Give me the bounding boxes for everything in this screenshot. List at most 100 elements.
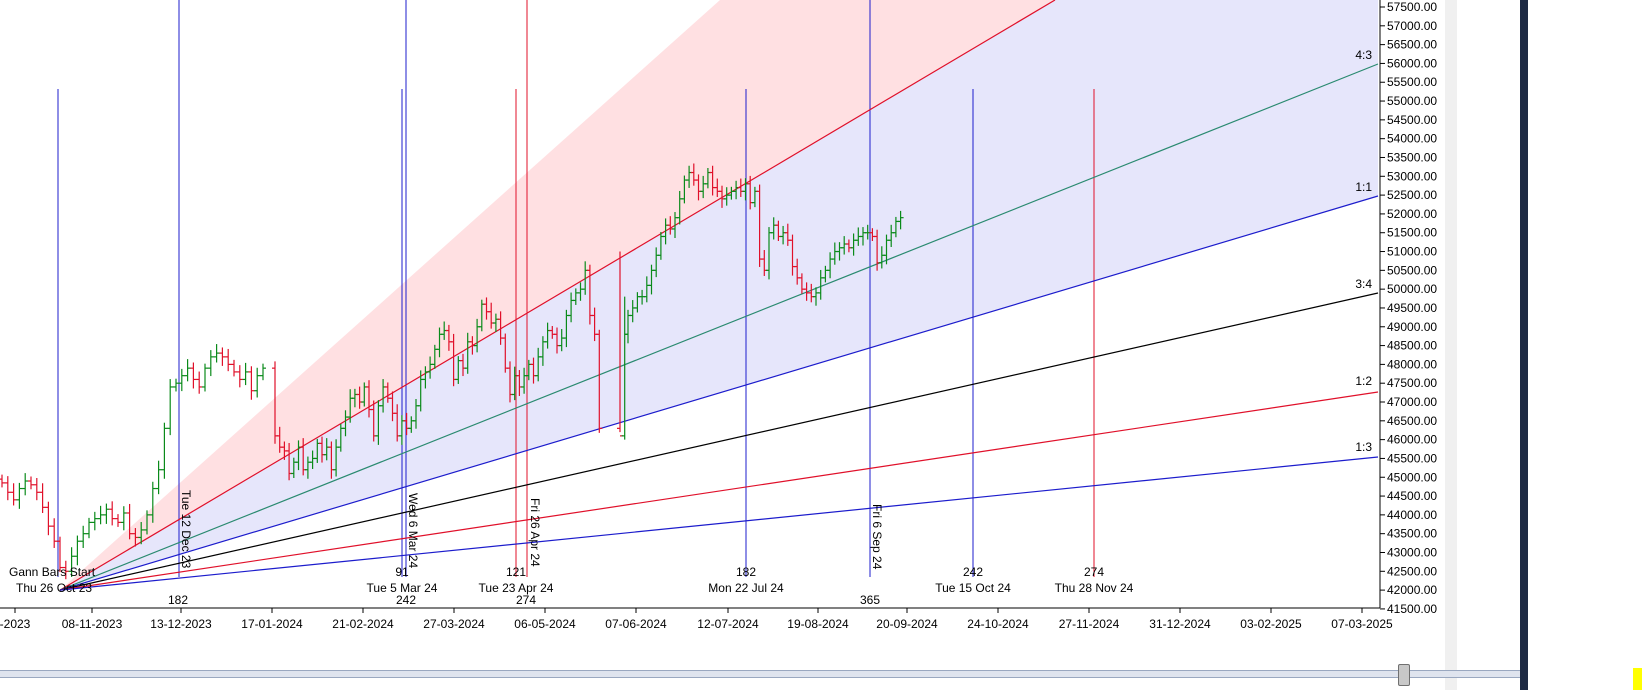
date-line-label: Wed 6 Mar 24 [406, 493, 420, 568]
y-tick-label: 52000.00 [1387, 207, 1437, 221]
price-bar [97, 505, 104, 525]
price-bar [231, 359, 237, 377]
price-bar [57, 536, 63, 573]
y-tick-label: 46500.00 [1387, 414, 1437, 428]
window-border [1520, 0, 1528, 690]
y-tick-label: 55500.00 [1387, 75, 1437, 89]
x-tick-label: 27-11-2024 [1059, 617, 1120, 631]
cycle-date-label: Tue 15 Oct 24 [935, 581, 1011, 595]
y-tick-label: 43500.00 [1387, 527, 1437, 541]
price-bar [167, 379, 174, 436]
y-tick-label: 47000.00 [1387, 395, 1437, 409]
y-tick-label: 53000.00 [1387, 169, 1437, 183]
y-tick-label: 48000.00 [1387, 357, 1437, 371]
y-tick-label: 54000.00 [1387, 132, 1437, 146]
price-bar [80, 525, 87, 548]
x-tick-label: 08-11-2023 [62, 617, 123, 631]
y-tick-label: 46000.00 [1387, 433, 1437, 447]
y-tick-label: 43000.00 [1387, 545, 1437, 559]
fan-ratio-label: 1:2 [1355, 374, 1372, 388]
chart-area[interactable]: Gann Bars Start Thu 26 Oct 23 91 Tue 5 Mar … [0, 0, 1445, 690]
price-bar [51, 518, 58, 548]
scrollbar-thumb[interactable] [1398, 664, 1410, 686]
price-bar [196, 371, 203, 394]
date-line-label: Fri 6 Sep 24 [870, 504, 884, 570]
x-tick-label: 17-01-2024 [241, 617, 303, 631]
x-tick-label: 03-02-2025 [1240, 617, 1302, 631]
price-bar [242, 362, 249, 386]
fan-line [59, 292, 1379, 591]
price-bar [596, 329, 603, 433]
fan-zone-fill-lower [60, 0, 1378, 591]
x-tick-label: 12-07-2024 [697, 617, 759, 631]
y-tick-label: 56500.00 [1387, 38, 1437, 52]
price-bar [225, 348, 232, 372]
price-bar [109, 501, 116, 526]
price-bar [45, 501, 52, 536]
horizontal-scrollbar[interactable] [0, 670, 1520, 678]
window-margin [1528, 0, 1642, 690]
fan-line [59, 195, 1379, 591]
cycle-date-label: Mon 22 Jul 24 [708, 581, 784, 595]
y-tick-label: 49500.00 [1387, 301, 1437, 315]
date-line-count: 365 [860, 593, 880, 607]
cycle-count-label: 121 [506, 565, 526, 579]
date-line-label: Fri 26 Apr 24 [528, 498, 542, 567]
status-marker [1633, 668, 1642, 690]
gann-start-date: Thu 26 Oct 23 [16, 581, 92, 595]
price-bar [149, 481, 156, 523]
price-bar [103, 503, 110, 524]
fan-ratio-label: 1:1 [1355, 180, 1372, 194]
price-bar [213, 344, 220, 363]
y-tick-label: 54500.00 [1387, 113, 1437, 127]
price-scale-edge [1445, 0, 1457, 690]
price-bar [254, 367, 261, 398]
price-bar [86, 517, 92, 539]
price-bar [0, 474, 5, 488]
price-bar [4, 476, 11, 501]
y-tick-label: 48500.00 [1387, 339, 1437, 353]
y-tick-label: 50500.00 [1387, 263, 1437, 277]
y-tick-label: 51500.00 [1387, 226, 1437, 240]
price-bar [91, 511, 98, 531]
x-tick-label: 13-12-2023 [150, 617, 212, 631]
price-bar [184, 359, 191, 382]
y-tick-label: 42000.00 [1387, 583, 1437, 597]
x-tick-label: 24-10-2024 [967, 617, 1029, 631]
cycle-date-label: Tue 5 Mar 24 [367, 581, 438, 595]
y-tick-label: 57000.00 [1387, 19, 1437, 33]
price-bar [248, 366, 255, 400]
x-tick-label: 06-05-2024 [514, 617, 576, 631]
y-tick-label: 53500.00 [1387, 150, 1437, 164]
fan-ratio-label: 3:4 [1355, 277, 1372, 291]
y-tick-label: 45000.00 [1387, 470, 1437, 484]
price-bar [155, 460, 162, 495]
date-line-count: 242 [396, 593, 416, 607]
cycle-date-label: Tue 23 Apr 24 [479, 581, 554, 595]
price-bar [236, 365, 243, 388]
x-tick-label: 19-08-2024 [787, 617, 849, 631]
price-bar [202, 363, 208, 392]
fan-ratio-label: 4:3 [1355, 48, 1372, 62]
price-bar [260, 363, 266, 381]
y-tick-label: 51000.00 [1387, 245, 1437, 259]
price-bar [33, 478, 40, 501]
cycle-count-label: 91 [395, 565, 409, 579]
price-bar [22, 473, 29, 496]
fan-line [59, 456, 1379, 591]
x-tick-label: 21-02-2024 [332, 617, 394, 631]
cycle-date-label: Thu 28 Nov 24 [1055, 581, 1134, 595]
y-tick-label: 55000.00 [1387, 94, 1437, 108]
gann-chart: Gann Bars Start Thu 26 Oct 23 91 Tue 5 Mar … [0, 0, 1437, 631]
date-line-label: Tue 12 Dec 23 [179, 490, 193, 569]
fan-ratio-label: 1:3 [1355, 440, 1372, 454]
fan-line [59, 391, 1379, 591]
price-bar [897, 210, 904, 230]
price-bar [190, 362, 197, 389]
price-bar [39, 483, 46, 513]
price-bar [28, 476, 34, 490]
price-bar [62, 560, 69, 580]
cycle-count-label: 274 [1084, 565, 1104, 579]
fan-line-steep [59, 0, 1056, 591]
price-bar [68, 547, 75, 577]
